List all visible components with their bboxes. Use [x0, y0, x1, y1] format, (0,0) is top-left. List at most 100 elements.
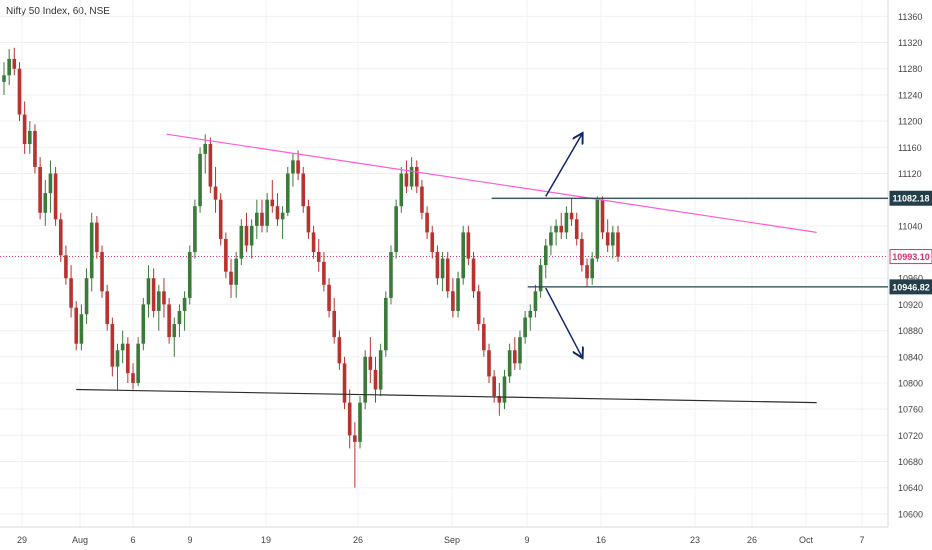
candle-body — [265, 199, 269, 226]
candle-body — [218, 199, 223, 239]
candle-body — [167, 304, 171, 338]
candle-body — [332, 310, 337, 338]
candle-body — [569, 212, 574, 220]
candle-body — [224, 238, 228, 272]
candle-body — [487, 350, 491, 377]
candle-body — [156, 291, 161, 311]
candle-body — [471, 258, 476, 292]
candle-body — [549, 232, 553, 246]
candle-body — [347, 402, 352, 436]
y-tick-label: 10840 — [898, 352, 923, 362]
candle-body — [229, 271, 233, 285]
candle-body — [605, 232, 610, 246]
candle-body — [296, 160, 300, 174]
candle-body — [291, 160, 295, 174]
candle-body — [409, 166, 414, 187]
direction-arrow — [545, 287, 582, 357]
y-tick-label: 10600 — [898, 509, 923, 519]
candle-body — [435, 252, 440, 279]
x-tick-label: 26 — [747, 535, 757, 545]
y-tick-label: 11160 — [898, 143, 922, 153]
candle-body — [358, 402, 362, 442]
candle-body — [187, 252, 192, 298]
candle-body — [110, 324, 115, 367]
x-tick-label: 16 — [596, 535, 606, 545]
candle-body — [363, 356, 367, 403]
y-tick-label: 10720 — [898, 431, 923, 441]
candle-body — [115, 350, 120, 367]
candle-body — [2, 75, 6, 82]
candle-body — [404, 173, 409, 187]
candle-body — [105, 291, 109, 325]
candle-body — [311, 232, 316, 253]
candle-body — [172, 324, 177, 338]
candle-body — [543, 245, 548, 266]
candle-body — [151, 278, 156, 311]
y-tick-label: 11200 — [898, 117, 922, 127]
candle-body — [198, 153, 202, 207]
candle-body — [213, 186, 218, 200]
candle-body — [141, 304, 146, 344]
candle-body — [43, 193, 48, 213]
candle-body — [89, 222, 94, 279]
x-tick-label: 29 — [17, 535, 27, 545]
x-tick-label: 23 — [690, 535, 700, 545]
candle-body — [616, 232, 620, 257]
candle-body — [394, 206, 398, 253]
current-price-label-box — [889, 249, 932, 265]
candle-body — [528, 310, 533, 318]
candle-body — [456, 278, 460, 311]
candle-body — [316, 252, 321, 262]
level-price-label: 11082.18 — [892, 194, 929, 204]
candle-body — [451, 291, 455, 311]
candle-body — [368, 356, 373, 370]
x-tick-label: 26 — [353, 535, 363, 545]
candle-body — [306, 206, 311, 233]
resistance-trendline — [166, 133, 817, 233]
y-tick-label: 10800 — [898, 378, 923, 388]
x-tick-label: 9 — [524, 535, 529, 545]
chart-title: Nifty 50 Index, 60, NSE — [6, 6, 110, 17]
y-tick-label: 10960 — [898, 274, 923, 284]
candle-body — [260, 212, 264, 226]
candle-body — [74, 307, 79, 344]
candle-body — [275, 206, 280, 220]
candle-body — [445, 258, 450, 292]
candle-body — [100, 252, 104, 292]
candle-body — [518, 337, 522, 364]
current-price-label: 10993.10 — [892, 252, 930, 262]
candle-body — [69, 278, 73, 308]
level-price-label: 10946.82 — [892, 282, 930, 292]
candle-body — [585, 265, 589, 279]
x-tick-label: Aug — [72, 535, 88, 545]
candle-body — [270, 199, 275, 207]
x-tick-label: 6 — [130, 535, 135, 545]
y-tick-label: 10640 — [898, 483, 923, 493]
candle-body — [182, 297, 187, 311]
candle-body — [580, 238, 584, 266]
candle-body — [574, 219, 579, 239]
candle-body — [533, 291, 538, 311]
candle-body — [466, 232, 471, 259]
y-tick-label: 11360 — [898, 12, 922, 22]
candle-body — [244, 225, 249, 246]
candle-body — [208, 144, 213, 187]
candle-body — [22, 114, 27, 145]
x-tick-label: Sep — [444, 535, 460, 545]
candle-body — [611, 232, 615, 246]
y-tick-label: 10680 — [898, 457, 923, 467]
level-price-label-box — [889, 190, 932, 206]
candle-body — [440, 258, 445, 279]
candle-body — [590, 258, 595, 279]
candle-body — [53, 173, 58, 220]
candle-body — [342, 363, 347, 403]
candle-body — [38, 166, 42, 213]
candle-body — [430, 232, 435, 253]
y-tick-label: 11240 — [898, 90, 922, 100]
candle-body — [58, 219, 63, 256]
candle-body — [523, 317, 527, 338]
candle-body — [337, 337, 342, 364]
candle-body — [327, 284, 331, 311]
candle-body — [513, 350, 517, 364]
